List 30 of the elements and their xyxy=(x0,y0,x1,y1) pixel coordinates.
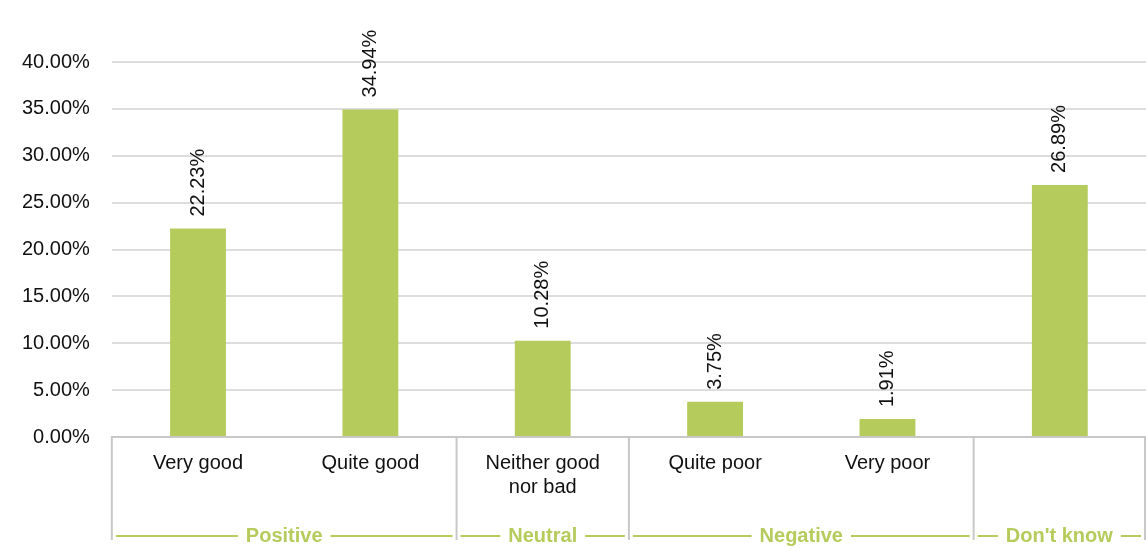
y-tick-label: 5.00% xyxy=(33,377,91,400)
text: Positive xyxy=(245,523,323,546)
y-tick-label: 40.00% xyxy=(21,49,91,72)
x-tick-label: Very good xyxy=(152,450,244,473)
bar xyxy=(687,401,744,436)
x-tick-label: Neither good nor bad xyxy=(485,450,600,497)
bar xyxy=(170,228,226,436)
y-tick-label: 0.00% xyxy=(33,424,91,447)
x-tick-label: Quite poor xyxy=(668,450,763,473)
data-label: 1.91% xyxy=(874,350,897,408)
bar xyxy=(859,419,916,436)
bar xyxy=(342,109,399,436)
y-tick-label: 10.00% xyxy=(21,330,91,353)
data-label: 34.94% xyxy=(357,29,380,98)
text: Neutral xyxy=(508,523,578,546)
y-tick-label: 25.00% xyxy=(21,190,91,213)
data-label: 10.28% xyxy=(530,260,553,329)
text: Don't know xyxy=(1005,523,1114,546)
y-tick-label: 35.00% xyxy=(21,96,91,119)
x-tick-label: Very poor xyxy=(844,450,931,473)
y-tick-label: 20.00% xyxy=(21,237,91,260)
y-tick-label: 30.00% xyxy=(21,143,91,166)
text: Negative xyxy=(759,523,843,546)
bar xyxy=(514,340,571,436)
x-tick-label: Quite good xyxy=(321,450,420,473)
data-label: 3.75% xyxy=(702,332,725,390)
data-label: 26.89% xyxy=(1047,104,1070,173)
bar xyxy=(1031,184,1088,436)
data-label: 22.23% xyxy=(185,148,208,217)
y-tick-label: 15.00% xyxy=(21,283,91,306)
